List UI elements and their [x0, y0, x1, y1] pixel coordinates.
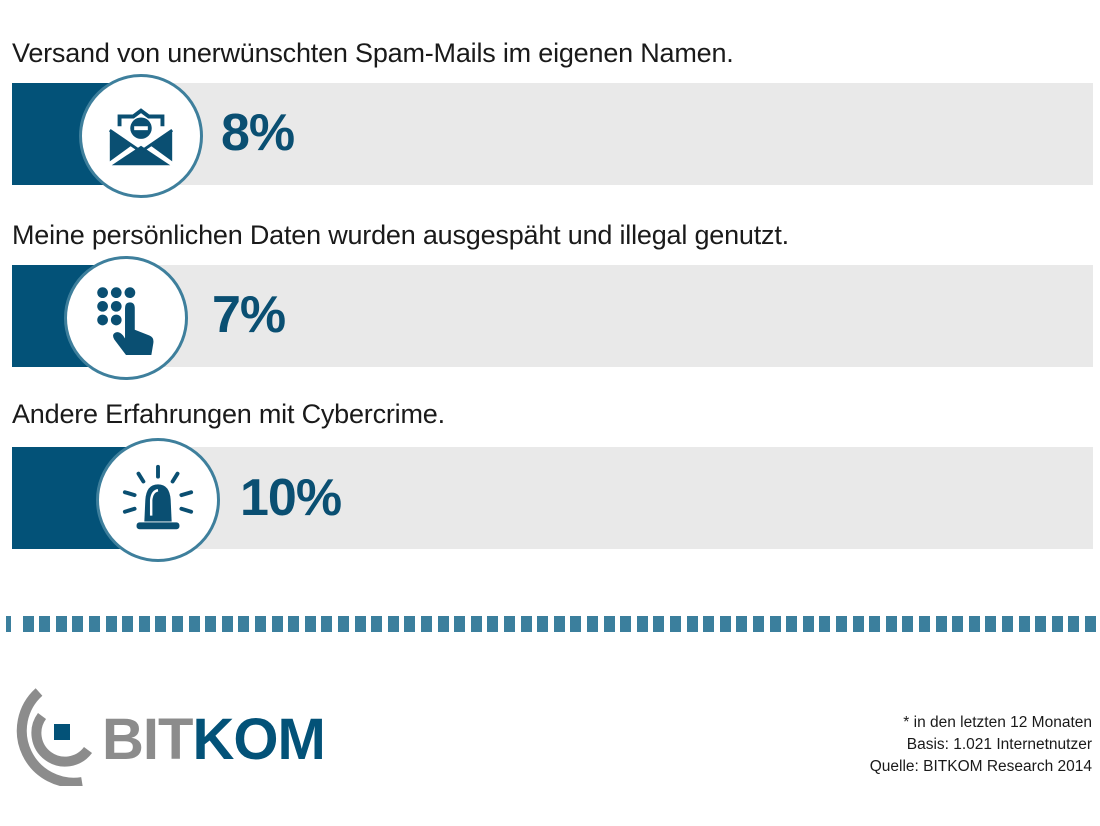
- separator-dash: [504, 616, 515, 632]
- separator-dash: [570, 616, 581, 632]
- separator-dash: [869, 616, 880, 632]
- separator-dash: [736, 616, 747, 632]
- value-label-other-cybercrime: 10%: [240, 469, 342, 527]
- separator-dash: [587, 616, 598, 632]
- separator-dash: [222, 616, 233, 632]
- separator-dash: [421, 616, 432, 632]
- separator-dash: [122, 616, 133, 632]
- separator-dash: [89, 616, 100, 632]
- separator-dash: [919, 616, 930, 632]
- separator-dash: [537, 616, 548, 632]
- separator-dash: [454, 616, 465, 632]
- separator-dash: [338, 616, 349, 632]
- separator-dash: [1085, 616, 1096, 632]
- separator-dash: [819, 616, 830, 632]
- separator-dash: [753, 616, 764, 632]
- separator-dash: [886, 616, 897, 632]
- separator-dash: [39, 616, 50, 632]
- separator-dash: [404, 616, 415, 632]
- separator-dash: [1002, 616, 1013, 632]
- separator-dash: [985, 616, 996, 632]
- footnote-source: Quelle: BITKOM Research 2014: [869, 758, 1092, 775]
- icon-circle-data-theft: [64, 256, 188, 380]
- separator-dash: [139, 616, 150, 632]
- separator-dash: [521, 616, 532, 632]
- separator-dash: [969, 616, 980, 632]
- separator-dash: [1019, 616, 1030, 632]
- separator-dash: [238, 616, 249, 632]
- separator-dash: [604, 616, 615, 632]
- separator-dash: [321, 616, 332, 632]
- separator-dash: [388, 616, 399, 632]
- separator-dash: [703, 616, 714, 632]
- value-label-data-theft: 7%: [212, 286, 286, 344]
- category-label-data-theft: Meine persönlichen Daten wurden ausgespä…: [12, 220, 789, 250]
- bitkom-logo: BITKOM: [6, 686, 336, 786]
- separator-dash: [189, 616, 200, 632]
- alarm-siren-icon: [122, 464, 194, 530]
- separator-dash: [670, 616, 681, 632]
- separator-dash: [687, 616, 698, 632]
- separator-dash: [355, 616, 366, 632]
- separator-dash: [1052, 616, 1063, 632]
- separator-dash: [786, 616, 797, 632]
- separator-dash: [305, 616, 316, 632]
- separator-dash: [23, 616, 34, 632]
- separator-dash: [836, 616, 847, 632]
- footnote: * in den letzten 12 Monaten Basis: 1.021…: [870, 712, 1092, 778]
- separator-dash: [620, 616, 631, 632]
- separator-dash: [902, 616, 913, 632]
- separator-dash: [106, 616, 117, 632]
- category-label-other-cybercrime: Andere Erfahrungen mit Cybercrime.: [12, 399, 445, 429]
- separator-dash: [554, 616, 565, 632]
- separator-dash: [1068, 616, 1079, 632]
- separator-dash: [371, 616, 382, 632]
- separator-dash: [653, 616, 664, 632]
- separator-dash: [936, 616, 947, 632]
- icon-circle-spam: [79, 74, 203, 198]
- separator-dash: [637, 616, 648, 632]
- separator-dash: [155, 616, 166, 632]
- value-label-spam: 8%: [221, 104, 295, 162]
- separator-dash: [770, 616, 781, 632]
- separator-dash: [853, 616, 864, 632]
- logo-text-bit: BIT: [102, 707, 193, 772]
- separator-dash: [205, 616, 216, 632]
- separator-dash: [6, 616, 11, 632]
- icon-circle-other-cybercrime: [96, 438, 220, 562]
- logo-text-kom: KOM: [192, 707, 325, 772]
- separator-dash: [288, 616, 299, 632]
- bitkom-logo-mark-icon: [16, 688, 93, 786]
- separator-dash: [438, 616, 449, 632]
- footnote-period: * in den letzten 12 Monaten: [903, 714, 1092, 731]
- separator-dash: [487, 616, 498, 632]
- separator-dash: [803, 616, 814, 632]
- separator-dash: [471, 616, 482, 632]
- separator-dash: [56, 616, 67, 632]
- separator-dash: [255, 616, 266, 632]
- category-label-spam: Versand von unerwünschten Spam-Mails im …: [12, 38, 734, 68]
- separator-dash: [72, 616, 83, 632]
- keypad-hand-icon: [97, 287, 154, 356]
- separator-dash: [1035, 616, 1046, 632]
- separator-dash: [272, 616, 283, 632]
- envelope-minus-icon: [108, 108, 174, 166]
- separator-dash: [172, 616, 183, 632]
- separator-dash: [720, 616, 731, 632]
- separator-dash: [952, 616, 963, 632]
- dashed-separator: [6, 616, 1100, 632]
- footnote-basis: Basis: 1.021 Internetnutzer: [906, 736, 1092, 753]
